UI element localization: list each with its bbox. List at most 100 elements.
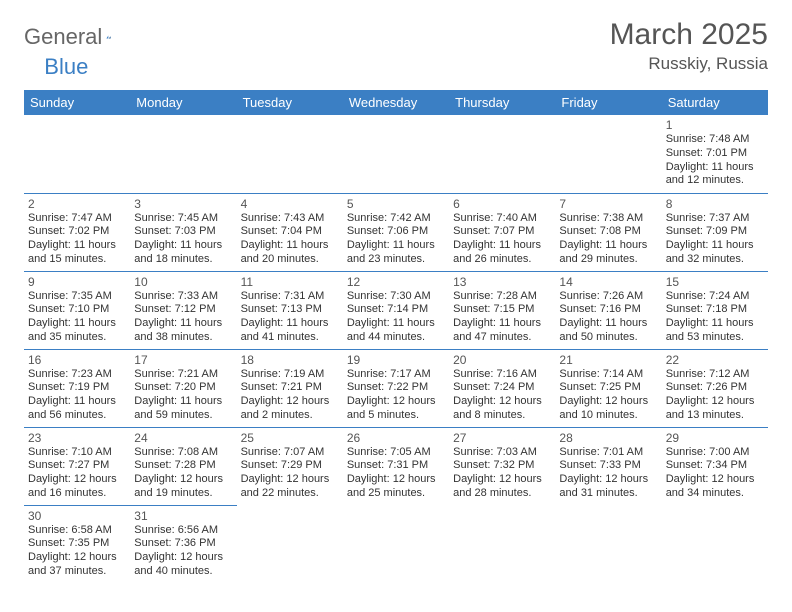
daylight-text: Daylight: 11 hours	[666, 239, 764, 253]
calendar-day: 9Sunrise: 7:35 AMSunset: 7:10 PMDaylight…	[24, 271, 130, 349]
calendar-day: 14Sunrise: 7:26 AMSunset: 7:16 PMDayligh…	[555, 271, 661, 349]
daylight-text: and 22 minutes.	[241, 487, 339, 501]
calendar-day: 16Sunrise: 7:23 AMSunset: 7:19 PMDayligh…	[24, 349, 130, 427]
daylight-text: and 16 minutes.	[28, 487, 126, 501]
calendar-empty	[24, 115, 130, 193]
daylight-text: and 19 minutes.	[134, 487, 232, 501]
calendar-week: 2Sunrise: 7:47 AMSunset: 7:02 PMDaylight…	[24, 193, 768, 271]
daylight-text: and 23 minutes.	[347, 253, 445, 267]
sunset-text: Sunset: 7:10 PM	[28, 303, 126, 317]
calendar-week: 1Sunrise: 7:48 AMSunset: 7:01 PMDaylight…	[24, 115, 768, 193]
calendar-empty	[555, 505, 661, 583]
daylight-text: Daylight: 12 hours	[666, 395, 764, 409]
daylight-text: and 12 minutes.	[666, 174, 764, 188]
calendar-day: 30Sunrise: 6:58 AMSunset: 7:35 PMDayligh…	[24, 505, 130, 583]
calendar-day: 10Sunrise: 7:33 AMSunset: 7:12 PMDayligh…	[130, 271, 236, 349]
sunrise-text: Sunrise: 7:33 AM	[134, 290, 232, 304]
sunset-text: Sunset: 7:18 PM	[666, 303, 764, 317]
daylight-text: Daylight: 11 hours	[347, 239, 445, 253]
day-number: 6	[453, 197, 551, 211]
daylight-text: and 5 minutes.	[347, 409, 445, 423]
day-number: 9	[28, 275, 126, 289]
sunrise-text: Sunrise: 7:38 AM	[559, 212, 657, 226]
daylight-text: Daylight: 11 hours	[666, 317, 764, 331]
day-header: Tuesday	[237, 90, 343, 115]
daylight-text: Daylight: 12 hours	[453, 473, 551, 487]
calendar-day: 31Sunrise: 6:56 AMSunset: 7:36 PMDayligh…	[130, 505, 236, 583]
sunrise-text: Sunrise: 7:01 AM	[559, 446, 657, 460]
daylight-text: and 10 minutes.	[559, 409, 657, 423]
sunrise-text: Sunrise: 7:37 AM	[666, 212, 764, 226]
calendar-day: 4Sunrise: 7:43 AMSunset: 7:04 PMDaylight…	[237, 193, 343, 271]
sunrise-text: Sunrise: 7:12 AM	[666, 368, 764, 382]
sunrise-text: Sunrise: 7:40 AM	[453, 212, 551, 226]
daylight-text: and 18 minutes.	[134, 253, 232, 267]
calendar-empty	[662, 505, 768, 583]
calendar-empty	[343, 115, 449, 193]
sunrise-text: Sunrise: 7:45 AM	[134, 212, 232, 226]
day-number: 14	[559, 275, 657, 289]
sunrise-text: Sunrise: 7:42 AM	[347, 212, 445, 226]
daylight-text: Daylight: 12 hours	[241, 395, 339, 409]
daylight-text: Daylight: 12 hours	[134, 551, 232, 565]
location: Russkiy, Russia	[610, 54, 768, 74]
daylight-text: and 32 minutes.	[666, 253, 764, 267]
day-header: Thursday	[449, 90, 555, 115]
day-number: 19	[347, 353, 445, 367]
day-number: 17	[134, 353, 232, 367]
calendar-day: 3Sunrise: 7:45 AMSunset: 7:03 PMDaylight…	[130, 193, 236, 271]
sunrise-text: Sunrise: 7:48 AM	[666, 133, 764, 147]
sunset-text: Sunset: 7:34 PM	[666, 459, 764, 473]
sunset-text: Sunset: 7:26 PM	[666, 381, 764, 395]
daylight-text: and 50 minutes.	[559, 331, 657, 345]
day-header: Wednesday	[343, 90, 449, 115]
sunrise-text: Sunrise: 7:08 AM	[134, 446, 232, 460]
month-title: March 2025	[610, 18, 768, 52]
calendar-day: 17Sunrise: 7:21 AMSunset: 7:20 PMDayligh…	[130, 349, 236, 427]
sunrise-text: Sunrise: 7:23 AM	[28, 368, 126, 382]
sunrise-text: Sunrise: 7:31 AM	[241, 290, 339, 304]
sunrise-text: Sunrise: 7:26 AM	[559, 290, 657, 304]
sunset-text: Sunset: 7:24 PM	[453, 381, 551, 395]
calendar-day: 7Sunrise: 7:38 AMSunset: 7:08 PMDaylight…	[555, 193, 661, 271]
daylight-text: and 44 minutes.	[347, 331, 445, 345]
sunset-text: Sunset: 7:06 PM	[347, 225, 445, 239]
daylight-text: and 47 minutes.	[453, 331, 551, 345]
daylight-text: Daylight: 11 hours	[134, 395, 232, 409]
daylight-text: Daylight: 11 hours	[666, 161, 764, 175]
daylight-text: and 40 minutes.	[134, 565, 232, 579]
sunset-text: Sunset: 7:08 PM	[559, 225, 657, 239]
day-header: Sunday	[24, 90, 130, 115]
daylight-text: Daylight: 11 hours	[347, 317, 445, 331]
sail-icon	[106, 27, 111, 47]
day-header: Saturday	[662, 90, 768, 115]
sunrise-text: Sunrise: 7:30 AM	[347, 290, 445, 304]
daylight-text: Daylight: 12 hours	[347, 473, 445, 487]
sunset-text: Sunset: 7:19 PM	[28, 381, 126, 395]
daylight-text: Daylight: 12 hours	[347, 395, 445, 409]
daylight-text: Daylight: 11 hours	[28, 395, 126, 409]
daylight-text: and 29 minutes.	[559, 253, 657, 267]
calendar-day: 20Sunrise: 7:16 AMSunset: 7:24 PMDayligh…	[449, 349, 555, 427]
sunset-text: Sunset: 7:20 PM	[134, 381, 232, 395]
day-number: 12	[347, 275, 445, 289]
sunrise-text: Sunrise: 6:58 AM	[28, 524, 126, 538]
daylight-text: Daylight: 12 hours	[28, 473, 126, 487]
calendar-day: 28Sunrise: 7:01 AMSunset: 7:33 PMDayligh…	[555, 427, 661, 505]
calendar-empty	[237, 115, 343, 193]
day-header: Monday	[130, 90, 236, 115]
day-header: Friday	[555, 90, 661, 115]
sunrise-text: Sunrise: 7:17 AM	[347, 368, 445, 382]
day-number: 2	[28, 197, 126, 211]
day-number: 15	[666, 275, 764, 289]
sunrise-text: Sunrise: 7:05 AM	[347, 446, 445, 460]
calendar-day: 21Sunrise: 7:14 AMSunset: 7:25 PMDayligh…	[555, 349, 661, 427]
calendar-empty	[130, 115, 236, 193]
sunset-text: Sunset: 7:15 PM	[453, 303, 551, 317]
daylight-text: Daylight: 11 hours	[241, 317, 339, 331]
daylight-text: and 8 minutes.	[453, 409, 551, 423]
daylight-text: Daylight: 12 hours	[134, 473, 232, 487]
day-number: 1	[666, 118, 764, 132]
sunrise-text: Sunrise: 7:28 AM	[453, 290, 551, 304]
day-number: 8	[666, 197, 764, 211]
